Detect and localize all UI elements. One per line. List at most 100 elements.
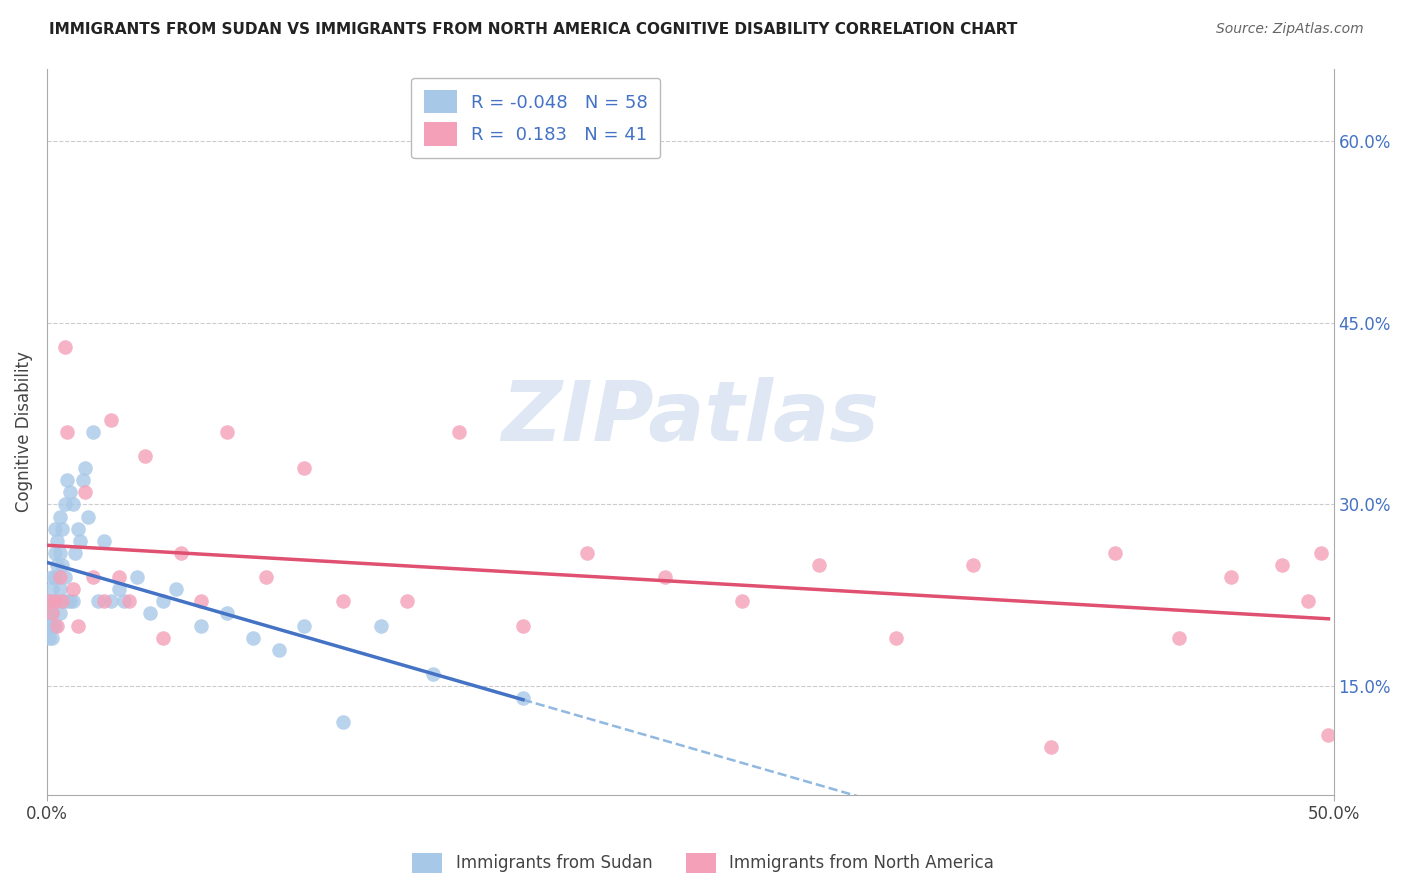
Point bbox=[125, 570, 148, 584]
Y-axis label: Cognitive Disability: Cognitive Disability bbox=[15, 351, 32, 512]
Point bbox=[62, 498, 84, 512]
Point bbox=[370, 618, 392, 632]
Point bbox=[41, 570, 63, 584]
Point bbox=[49, 546, 72, 560]
Point bbox=[170, 546, 193, 560]
Point bbox=[1271, 558, 1294, 572]
Point bbox=[63, 546, 86, 560]
Point bbox=[62, 582, 84, 597]
Text: ZIPatlas: ZIPatlas bbox=[502, 376, 879, 458]
Point bbox=[41, 594, 63, 608]
Point bbox=[242, 631, 264, 645]
Point bbox=[38, 594, 60, 608]
Point bbox=[56, 594, 79, 608]
Point bbox=[1309, 546, 1331, 560]
Point bbox=[1039, 739, 1062, 754]
Point bbox=[134, 449, 156, 463]
Point bbox=[62, 594, 84, 608]
Point bbox=[44, 546, 66, 560]
Point bbox=[215, 607, 238, 621]
Point bbox=[75, 461, 97, 475]
Point bbox=[93, 533, 115, 548]
Point bbox=[38, 631, 60, 645]
Point bbox=[422, 667, 444, 681]
Point bbox=[1168, 631, 1191, 645]
Point bbox=[1296, 594, 1319, 608]
Point bbox=[332, 594, 354, 608]
Text: Source: ZipAtlas.com: Source: ZipAtlas.com bbox=[1216, 22, 1364, 37]
Point bbox=[51, 522, 73, 536]
Point bbox=[807, 558, 830, 572]
Point bbox=[1317, 727, 1340, 741]
Point bbox=[38, 607, 60, 621]
Point bbox=[49, 582, 72, 597]
Legend: Immigrants from Sudan, Immigrants from North America: Immigrants from Sudan, Immigrants from N… bbox=[405, 847, 1001, 880]
Point bbox=[44, 570, 66, 584]
Point bbox=[66, 618, 89, 632]
Point bbox=[152, 594, 174, 608]
Point bbox=[108, 570, 131, 584]
Point bbox=[41, 582, 63, 597]
Point bbox=[82, 570, 104, 584]
Point bbox=[654, 570, 676, 584]
Point bbox=[38, 618, 60, 632]
Point bbox=[51, 558, 73, 572]
Point bbox=[108, 582, 131, 597]
Point bbox=[44, 522, 66, 536]
Point bbox=[512, 618, 534, 632]
Point bbox=[118, 594, 141, 608]
Point bbox=[56, 425, 79, 439]
Point bbox=[190, 594, 212, 608]
Point bbox=[53, 570, 76, 584]
Point bbox=[49, 570, 72, 584]
Point bbox=[292, 461, 315, 475]
Point bbox=[49, 509, 72, 524]
Point bbox=[69, 533, 91, 548]
Point bbox=[72, 473, 94, 487]
Point bbox=[396, 594, 419, 608]
Point bbox=[332, 715, 354, 730]
Point bbox=[512, 691, 534, 706]
Point bbox=[59, 485, 82, 500]
Point bbox=[46, 533, 69, 548]
Point bbox=[215, 425, 238, 439]
Point bbox=[447, 425, 470, 439]
Point bbox=[100, 594, 122, 608]
Point bbox=[75, 485, 97, 500]
Point bbox=[53, 340, 76, 354]
Point bbox=[962, 558, 984, 572]
Point bbox=[576, 546, 599, 560]
Point bbox=[46, 594, 69, 608]
Point bbox=[53, 498, 76, 512]
Point bbox=[1219, 570, 1241, 584]
Point bbox=[66, 522, 89, 536]
Point bbox=[731, 594, 754, 608]
Point bbox=[44, 594, 66, 608]
Point bbox=[59, 594, 82, 608]
Point bbox=[41, 607, 63, 621]
Point bbox=[82, 425, 104, 439]
Point bbox=[46, 618, 69, 632]
Point bbox=[41, 618, 63, 632]
Point bbox=[112, 594, 135, 608]
Point bbox=[56, 473, 79, 487]
Point bbox=[1104, 546, 1126, 560]
Point bbox=[884, 631, 907, 645]
Legend: R = -0.048   N = 58, R =  0.183   N = 41: R = -0.048 N = 58, R = 0.183 N = 41 bbox=[412, 78, 661, 158]
Point bbox=[93, 594, 115, 608]
Point bbox=[77, 509, 100, 524]
Point bbox=[49, 607, 72, 621]
Point bbox=[87, 594, 110, 608]
Point bbox=[44, 618, 66, 632]
Point bbox=[139, 607, 162, 621]
Point bbox=[165, 582, 187, 597]
Point bbox=[51, 594, 73, 608]
Point bbox=[267, 642, 290, 657]
Text: IMMIGRANTS FROM SUDAN VS IMMIGRANTS FROM NORTH AMERICA COGNITIVE DISABILITY CORR: IMMIGRANTS FROM SUDAN VS IMMIGRANTS FROM… bbox=[49, 22, 1018, 37]
Point bbox=[44, 594, 66, 608]
Point bbox=[38, 594, 60, 608]
Point bbox=[41, 631, 63, 645]
Point bbox=[46, 558, 69, 572]
Point bbox=[254, 570, 277, 584]
Point bbox=[41, 607, 63, 621]
